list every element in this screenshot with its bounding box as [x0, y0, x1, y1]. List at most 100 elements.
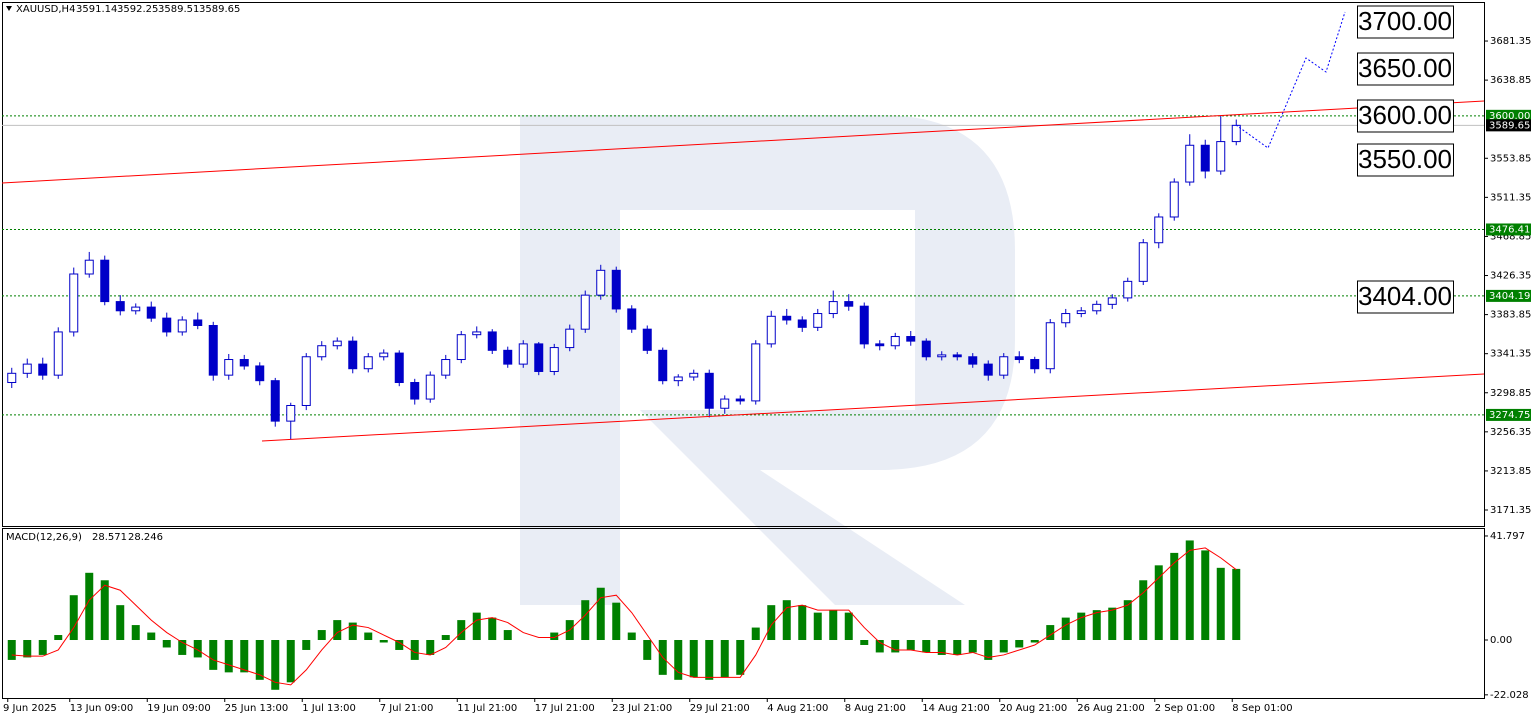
histogram-bar — [271, 640, 280, 690]
histogram-bar — [968, 640, 977, 653]
x-tick-label: 13 Jun 09:00 — [70, 703, 134, 714]
histogram-bar — [813, 612, 822, 641]
histogram-bar — [782, 600, 791, 641]
candle-body — [1154, 216, 1164, 244]
candle-body — [193, 319, 203, 326]
candle-body — [751, 343, 761, 402]
level-tag — [1486, 109, 1531, 122]
y-tick-label: -22.028 — [1490, 690, 1529, 701]
histogram-bar — [798, 605, 807, 641]
candle-body — [317, 345, 327, 358]
candle-body — [363, 356, 373, 370]
histogram-bar — [7, 640, 16, 660]
signal-readout: 28.246 — [128, 532, 163, 543]
macd-readout: 28.571 — [92, 532, 127, 543]
y-tick-label: 3213.85 — [1490, 466, 1531, 477]
histogram-bar — [612, 602, 621, 641]
histogram-bar — [488, 617, 497, 641]
x-tick-label: 23 Jul 21:00 — [612, 703, 672, 714]
histogram-bar — [844, 612, 853, 641]
histogram-bar — [23, 640, 32, 658]
trend-line-lower — [261, 373, 1485, 442]
histogram-bar — [85, 572, 94, 641]
histogram-bar — [906, 640, 915, 650]
histogram-bar — [767, 605, 776, 641]
candle-body — [1061, 313, 1071, 324]
histogram-bar — [224, 640, 233, 673]
y-tick-label: 3468.85 — [1490, 231, 1531, 242]
histogram-bar — [116, 605, 125, 641]
candle-body — [53, 331, 63, 376]
candle-body — [270, 380, 280, 422]
annotation: 3600.00 — [1358, 100, 1452, 130]
candle-body — [22, 363, 32, 374]
histogram-bar — [596, 587, 605, 641]
candle-body — [146, 306, 156, 319]
candle-body — [906, 336, 916, 342]
candle-body — [487, 331, 497, 351]
readout-open: 3591.14 — [76, 4, 117, 15]
histogram-bar — [922, 640, 931, 653]
candle-body — [332, 340, 342, 347]
candle-body — [7, 372, 17, 384]
candle-body — [301, 356, 311, 406]
histogram-bar — [999, 640, 1008, 653]
candle-body — [627, 308, 637, 330]
y-tick-label: 41.797 — [1490, 531, 1525, 542]
histogram-bar — [643, 640, 652, 660]
y-tick-label: 3681.35 — [1490, 36, 1531, 47]
candle-body — [921, 340, 931, 358]
candle-body — [596, 269, 606, 296]
histogram-bar — [751, 627, 760, 641]
y-tick-label: 3298.85 — [1490, 388, 1531, 399]
candle-body — [1045, 322, 1055, 370]
histogram-bar — [302, 640, 311, 650]
histogram-bar — [364, 632, 373, 641]
candle-body — [859, 305, 869, 345]
forecast-path — [1235, 11, 1346, 149]
histogram-bar — [1201, 550, 1210, 641]
histogram-bar — [193, 640, 202, 658]
histogram-bar — [333, 620, 342, 641]
histogram-bar — [581, 600, 590, 641]
candle-body — [968, 356, 978, 365]
histogram-bar — [829, 610, 838, 641]
histogram-bar — [178, 640, 187, 655]
histogram-bar — [1092, 610, 1101, 641]
candle-body — [782, 315, 792, 321]
candle-body — [1092, 303, 1102, 312]
x-tick-label: 25 Jun 13:00 — [225, 703, 289, 714]
candle-body — [348, 340, 358, 370]
readout-close: 3589.65 — [199, 4, 240, 15]
candle-body — [441, 359, 451, 376]
candle-body — [518, 343, 528, 365]
level-label: 3404.19 — [1489, 291, 1530, 302]
watermark — [520, 115, 1015, 605]
main-panel — [2, 2, 1485, 527]
candle-body — [472, 331, 482, 336]
x-tick-label: 29 Jul 21:00 — [690, 703, 750, 714]
candle-body — [1107, 297, 1117, 305]
x-tick-label: 11 Jul 21:00 — [457, 703, 517, 714]
candle-body — [379, 352, 389, 358]
histogram-bar — [147, 632, 156, 641]
level-label: 3600.00 — [1489, 111, 1530, 122]
candle-body — [983, 363, 993, 376]
histogram-bar — [1123, 600, 1132, 641]
candle-body — [1169, 181, 1179, 218]
histogram-bar — [689, 640, 698, 678]
candle-body — [410, 382, 420, 400]
histogram-bar — [472, 612, 481, 641]
candle-body — [999, 356, 1009, 376]
candle-body — [208, 324, 218, 376]
y-tick-label: 3341.35 — [1490, 349, 1531, 360]
histogram-bar — [54, 635, 63, 641]
histogram-bar — [1030, 640, 1039, 643]
candle-body — [503, 349, 513, 365]
histogram-bar — [1216, 567, 1225, 641]
histogram-bar — [1232, 568, 1241, 641]
x-tick-label: 8 Sep 01:00 — [1232, 703, 1292, 714]
y-tick-label: 3426.35 — [1490, 271, 1531, 282]
